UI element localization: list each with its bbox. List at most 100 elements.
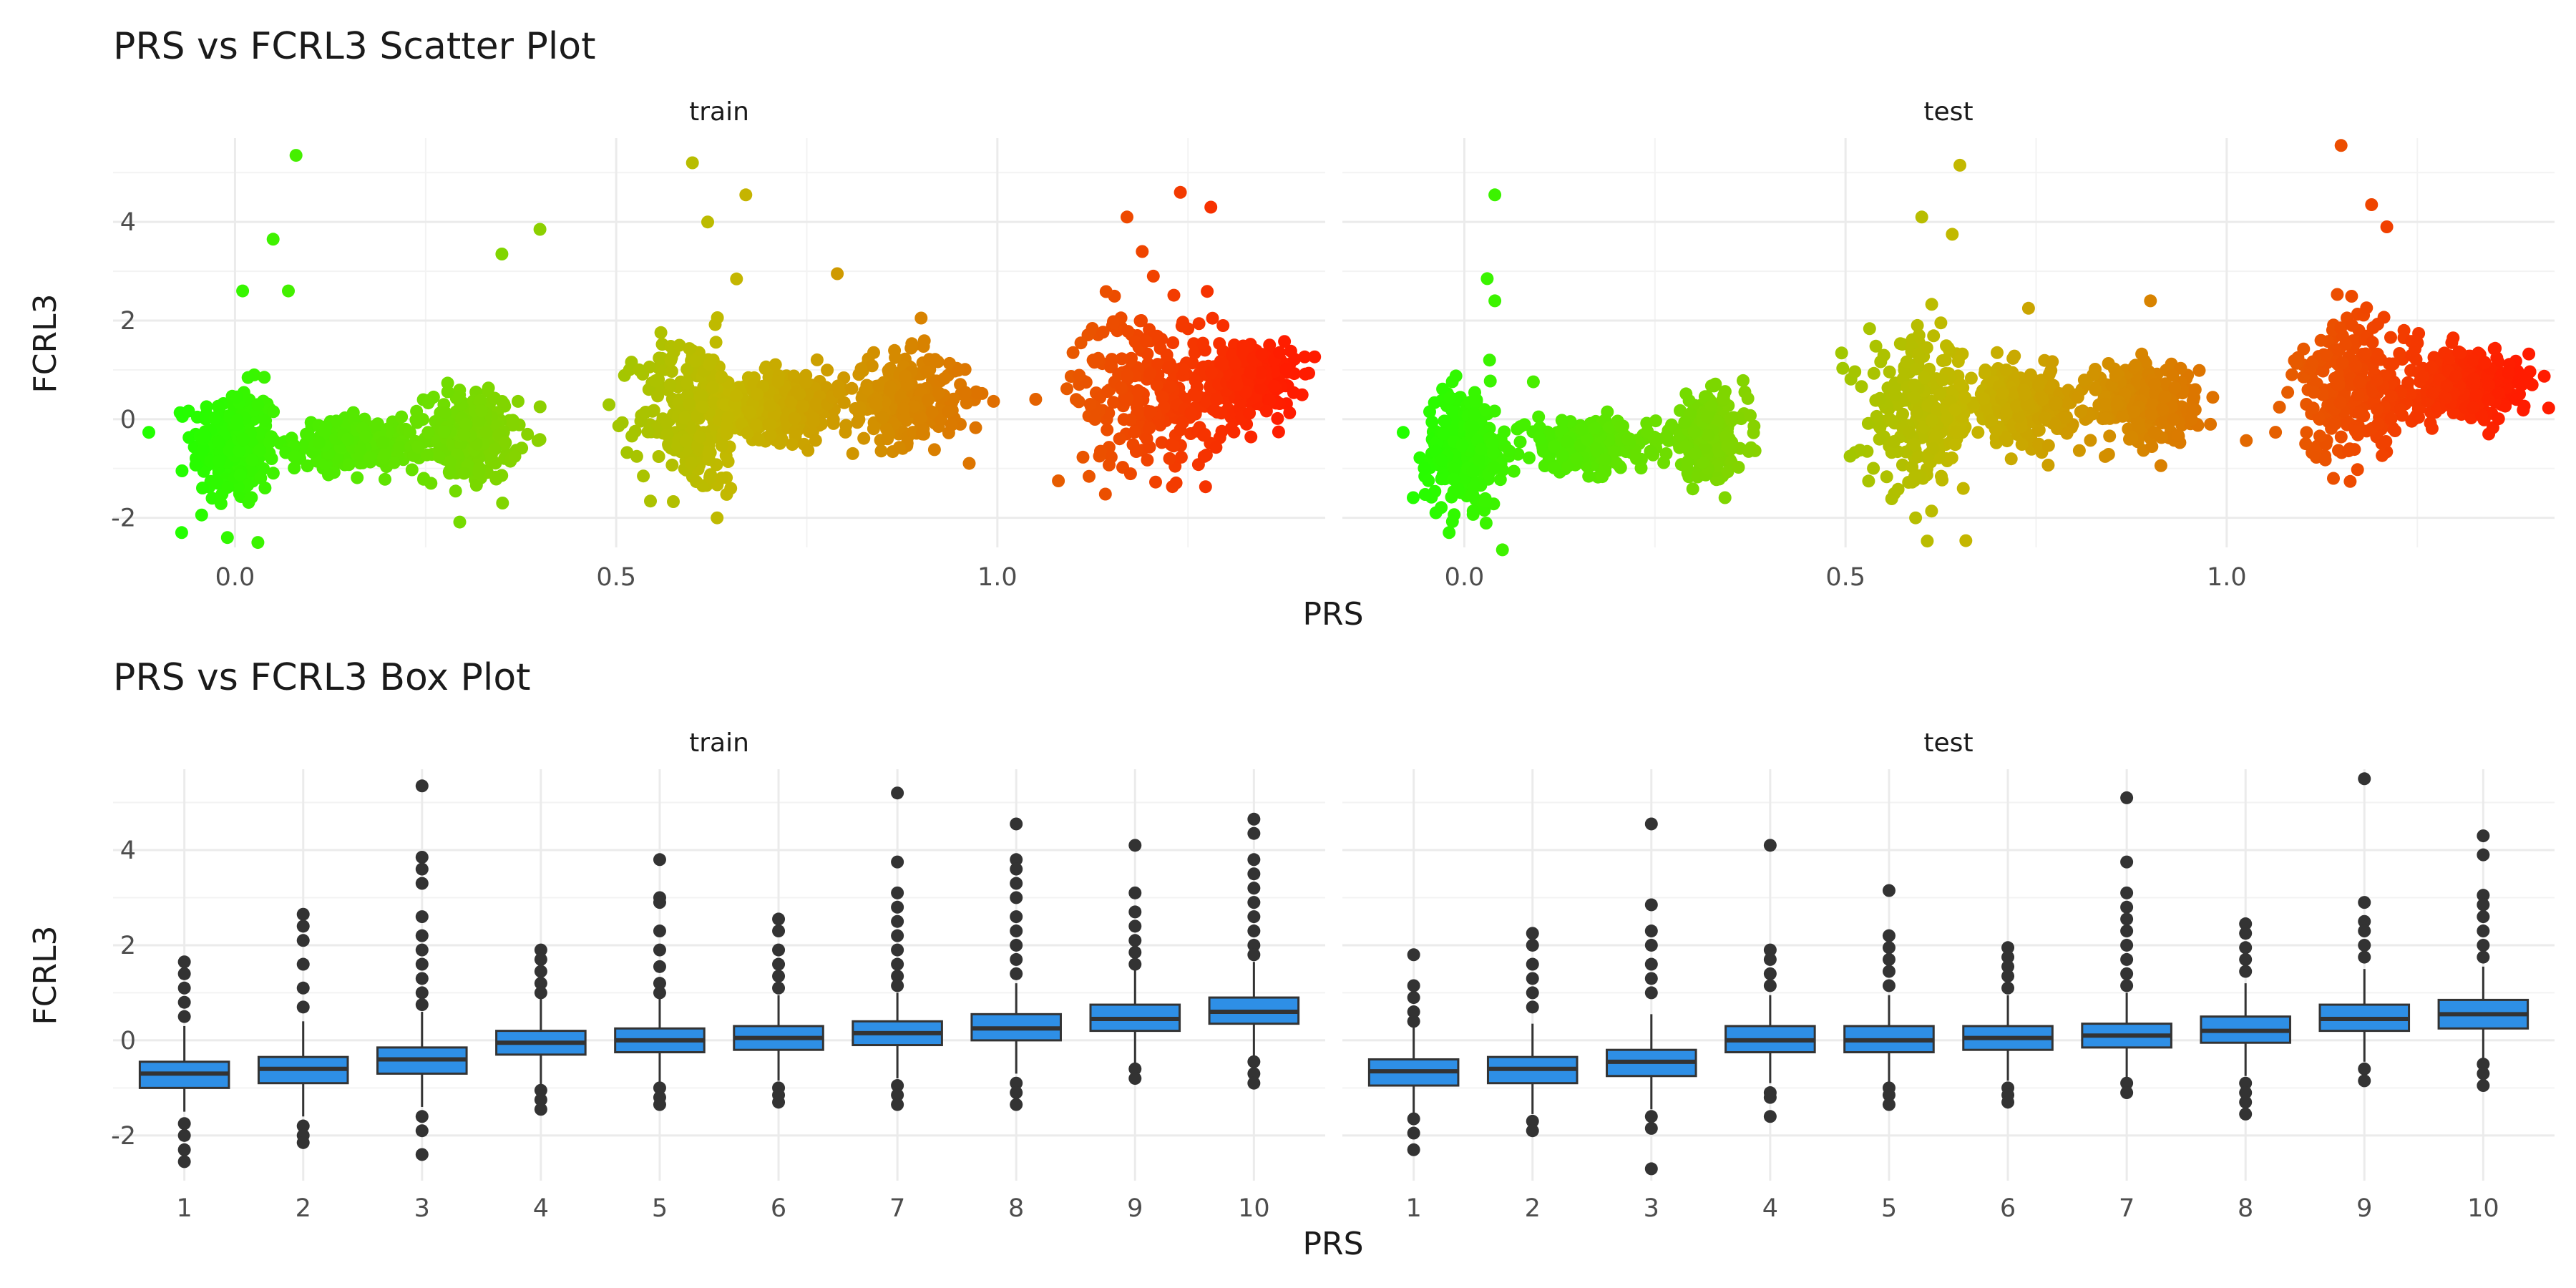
scatter-point	[2171, 429, 2185, 442]
box-outlier-point	[177, 995, 191, 1009]
scatter-point	[1921, 399, 1935, 412]
scatter-outlier-point	[251, 536, 265, 550]
scatter-point	[1925, 414, 1938, 427]
x-tick-label: 1	[177, 1194, 192, 1223]
scatter-outlier-point	[236, 284, 250, 298]
box-outlier-point	[415, 1110, 429, 1123]
scatter-point	[2343, 474, 2357, 488]
scatter-point	[195, 508, 208, 522]
scatter-outlier-point	[2144, 294, 2157, 308]
scatter-point	[865, 359, 879, 373]
y-tick-label: 0	[120, 1027, 136, 1055]
scatter-point	[684, 457, 698, 470]
scatter-point	[1288, 352, 1302, 366]
scatter-point	[1523, 451, 1536, 464]
scatter-point	[987, 394, 1000, 408]
scatter-point	[1066, 346, 1080, 359]
scatter-point	[1621, 433, 1634, 446]
scatter-point	[876, 411, 889, 424]
scatter-point	[809, 398, 823, 411]
scatter-point	[1475, 442, 1488, 456]
scatter-point	[1719, 429, 1733, 443]
scatter-point	[1732, 461, 1745, 474]
scatter-point	[2145, 397, 2159, 411]
scatter-point	[721, 411, 735, 424]
scatter-point	[1835, 346, 1848, 360]
scatter-point	[2339, 338, 2352, 351]
scatter-point	[342, 458, 356, 472]
scatter-point	[715, 472, 728, 485]
scatter-point	[633, 363, 646, 376]
scatter-point	[1843, 449, 1857, 463]
scatter-point	[1244, 366, 1257, 379]
box-outlier-point	[1010, 967, 1023, 980]
scatter-point	[1451, 484, 1465, 497]
scatter-outlier-point	[2380, 220, 2394, 233]
scatter-point	[2482, 393, 2495, 406]
scatter-point	[861, 382, 874, 396]
scatter-point	[142, 426, 155, 439]
scatter-point	[1206, 311, 1219, 325]
scatter-point	[1175, 319, 1189, 333]
scatter-point	[1908, 391, 1921, 404]
scatter-point	[351, 471, 364, 484]
scatter-point	[479, 426, 493, 439]
scatter-point	[376, 436, 389, 449]
scatter-outlier-point	[1496, 543, 1509, 557]
box-9	[2318, 772, 2411, 1088]
box-outlier-point	[2477, 950, 2490, 964]
scatter-point	[1649, 414, 1662, 428]
scatter-outlier-point	[1915, 210, 1928, 224]
scatter-point	[664, 353, 678, 367]
scatter-point	[1472, 453, 1485, 466]
scatter-point	[1932, 451, 1946, 464]
scatter-point	[1103, 458, 1116, 472]
box-outlier-point	[772, 957, 786, 971]
scatter-point	[241, 371, 255, 384]
scatter-point	[2366, 336, 2379, 349]
scatter-point	[1192, 317, 1206, 331]
scatter-point	[801, 444, 815, 457]
scatter-point	[1425, 415, 1439, 429]
box-outlier-point	[2001, 950, 2015, 964]
scatter-point	[1467, 407, 1480, 421]
scatter-point	[1964, 371, 1978, 385]
box-outlier-point	[2239, 917, 2253, 931]
scatter-point	[1660, 430, 1674, 444]
box-outlier-point	[415, 850, 429, 864]
scatter-point	[2525, 378, 2539, 391]
scatter-point	[1435, 454, 1448, 467]
scatter-point	[2424, 361, 2438, 374]
scatter-point	[667, 495, 680, 508]
box-outlier-point	[1407, 991, 1420, 1005]
scatter-outlier-point	[686, 156, 699, 170]
scatter-point	[197, 442, 210, 456]
scatter-outlier-point	[1953, 158, 1966, 172]
scatter-point	[2109, 369, 2122, 383]
scatter-point	[236, 433, 250, 447]
scatter-point	[439, 406, 452, 419]
box-outlier-point	[1882, 884, 1896, 897]
scatter-point	[449, 484, 462, 498]
box-outlier-point	[1247, 826, 1261, 840]
scatter-point	[2060, 426, 2074, 440]
box-outlier-point	[2120, 952, 2134, 966]
scatter-point	[703, 358, 716, 371]
box-outlier-point	[1526, 986, 1539, 1000]
box-outlier-point	[2239, 1086, 2253, 1100]
scatter-point	[1478, 404, 1491, 417]
box-7	[2081, 791, 2172, 1100]
box-panel-train: train 1 2 3 4 5 6 7 8 9 10 -2 0 2 4	[111, 728, 1325, 1223]
scatter-point	[1991, 346, 2004, 359]
scatter-point	[2167, 413, 2180, 426]
x-tick-label: 1.0	[2207, 563, 2247, 592]
scatter-point	[1466, 420, 1480, 434]
scatter-point	[1216, 319, 1230, 332]
scatter-point	[2499, 399, 2512, 413]
scatter-point	[874, 444, 888, 458]
box-outlier-point	[2477, 898, 2490, 912]
scatter-point	[1197, 449, 1211, 463]
box-3	[1606, 817, 1697, 1176]
scatter-point	[952, 364, 965, 377]
scatter-point	[2349, 359, 2363, 373]
